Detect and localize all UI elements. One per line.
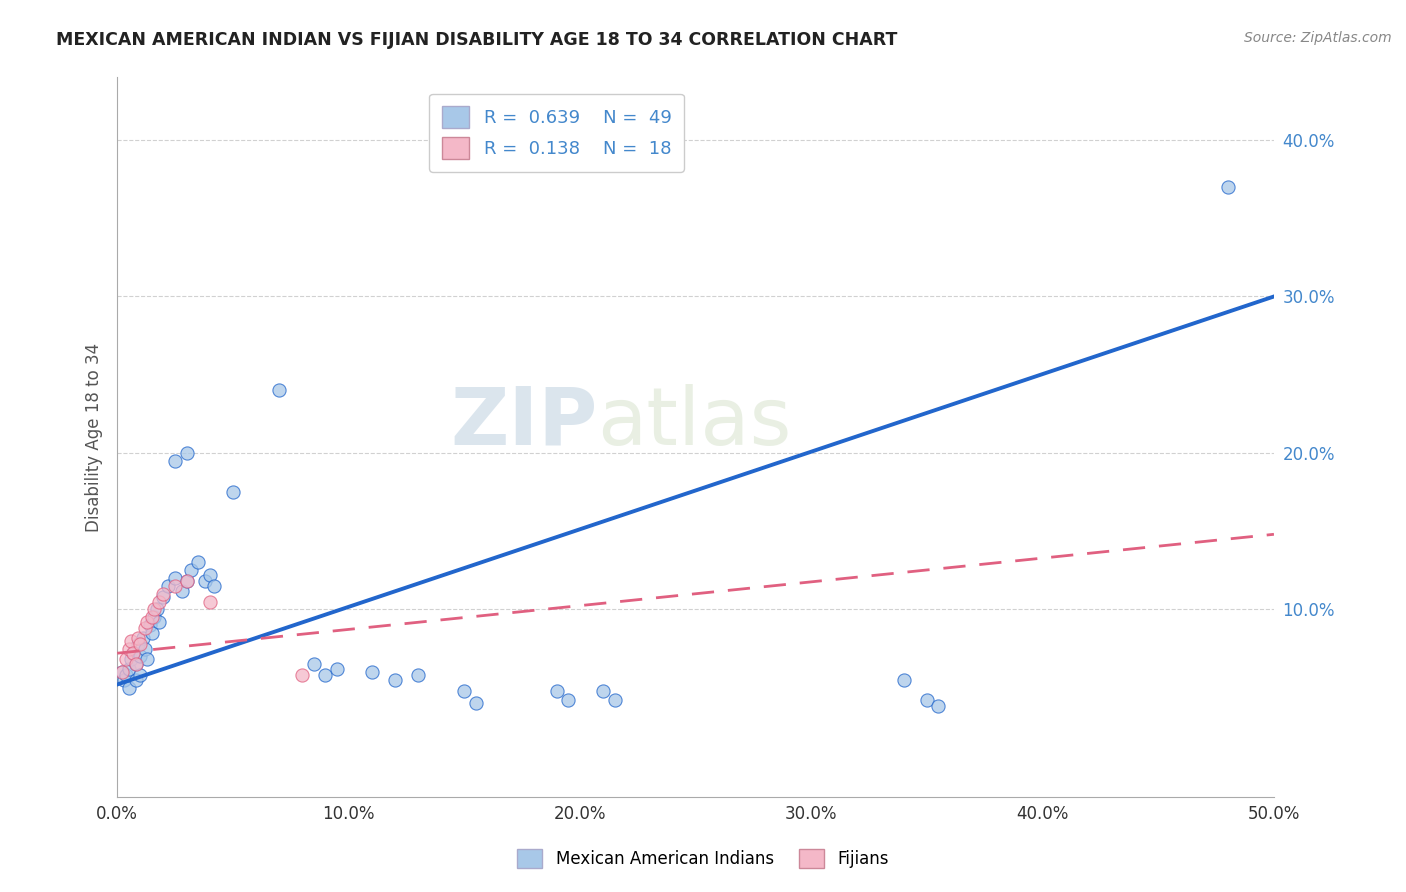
Point: [326, 662, 349, 676]
Point: [176, 446, 198, 460]
Point: [198, 568, 221, 582]
Point: [122, 646, 145, 660]
Point: [118, 641, 141, 656]
Point: [152, 590, 174, 604]
Point: [157, 579, 180, 593]
Point: [170, 583, 193, 598]
Point: [546, 683, 568, 698]
Point: [129, 668, 152, 682]
Point: [406, 668, 429, 682]
Point: [893, 673, 915, 687]
Point: [603, 693, 626, 707]
Point: [302, 657, 325, 672]
Point: [176, 574, 198, 589]
Point: [180, 563, 202, 577]
Point: [269, 384, 291, 398]
Point: [143, 602, 166, 616]
Point: [131, 631, 153, 645]
Point: [384, 673, 406, 687]
Point: [129, 637, 152, 651]
Text: ZIP: ZIP: [450, 384, 598, 462]
Y-axis label: Disability Age 18 to 34: Disability Age 18 to 34: [86, 343, 103, 532]
Point: [314, 668, 336, 682]
Point: [198, 594, 221, 608]
Point: [145, 602, 167, 616]
Point: [141, 610, 163, 624]
Point: [127, 631, 149, 645]
Point: [134, 641, 156, 656]
Point: [592, 683, 614, 698]
Point: [222, 485, 245, 500]
Point: [194, 574, 217, 589]
Point: [115, 652, 138, 666]
Point: [152, 587, 174, 601]
Point: [115, 668, 138, 682]
Point: [163, 454, 186, 468]
Point: [120, 652, 142, 666]
Point: [915, 693, 938, 707]
Point: [120, 633, 142, 648]
Legend: Mexican American Indians, Fijians: Mexican American Indians, Fijians: [510, 842, 896, 875]
Legend: R =  0.639    N =  49, R =  0.138    N =  18: R = 0.639 N = 49, R = 0.138 N = 18: [429, 94, 685, 172]
Point: [129, 649, 152, 664]
Point: [118, 681, 141, 695]
Point: [125, 657, 148, 672]
Point: [136, 615, 159, 629]
Point: [557, 693, 579, 707]
Text: Source: ZipAtlas.com: Source: ZipAtlas.com: [1244, 31, 1392, 45]
Point: [202, 579, 225, 593]
Point: [187, 556, 209, 570]
Point: [360, 665, 382, 679]
Point: [453, 683, 475, 698]
Point: [927, 699, 949, 714]
Point: [118, 662, 141, 676]
Point: [127, 637, 149, 651]
Point: [143, 610, 166, 624]
Point: [148, 594, 170, 608]
Point: [112, 673, 135, 687]
Point: [138, 618, 160, 632]
Point: [125, 673, 148, 687]
Text: atlas: atlas: [598, 384, 792, 462]
Point: [291, 668, 314, 682]
Point: [176, 574, 198, 589]
Point: [111, 665, 134, 679]
Point: [136, 652, 159, 666]
Point: [141, 625, 163, 640]
Point: [464, 696, 486, 710]
Point: [1216, 180, 1239, 194]
Text: MEXICAN AMERICAN INDIAN VS FIJIAN DISABILITY AGE 18 TO 34 CORRELATION CHART: MEXICAN AMERICAN INDIAN VS FIJIAN DISABI…: [56, 31, 897, 49]
Point: [125, 657, 148, 672]
Point: [122, 646, 145, 660]
Point: [163, 571, 186, 585]
Point: [163, 579, 186, 593]
Point: [148, 615, 170, 629]
Point: [134, 621, 156, 635]
Point: [111, 665, 134, 679]
